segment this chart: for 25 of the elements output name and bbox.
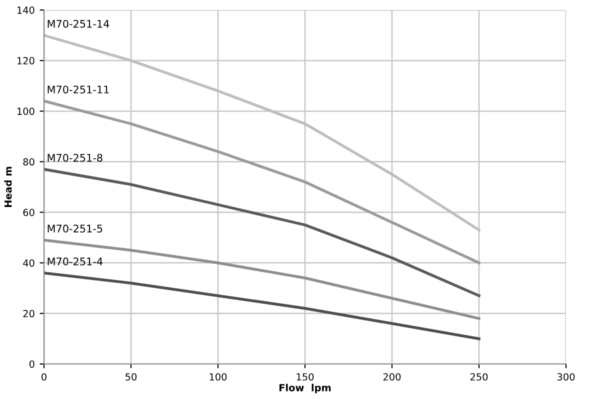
- x-tick-label: 200: [383, 373, 401, 381]
- y-tick-label: 40: [23, 259, 34, 267]
- series-label: M70-251-8: [48, 154, 102, 162]
- series-label: M70-251-5: [48, 224, 102, 233]
- y-tick-label: 120: [17, 57, 34, 64]
- x-tick-label: 50: [126, 373, 137, 381]
- y-axis-title: Head m: [4, 166, 12, 207]
- x-tick-label: 100: [210, 373, 227, 381]
- line-series: [44, 168, 480, 298]
- series-label: M70-251-11: [48, 86, 109, 94]
- y-tick-label: 100: [17, 108, 34, 115]
- series-label: M70-251-4: [48, 258, 102, 266]
- line-series: [44, 272, 480, 340]
- line-series: [44, 100, 480, 264]
- y-tick-label: 60: [23, 208, 34, 216]
- y-tick-label: 80: [23, 158, 34, 166]
- series-label: M70-251-14: [48, 20, 110, 28]
- x-axis-title: Flow lpm: [279, 384, 331, 394]
- x-tick-label: 300: [557, 373, 575, 381]
- y-tick-label: 20: [23, 310, 34, 318]
- y-tick-label: 0: [29, 360, 34, 368]
- x-tick-label: 250: [470, 373, 488, 381]
- x-tick-label: 0: [42, 373, 46, 381]
- x-tick-label: 150: [296, 373, 314, 381]
- y-tick-label: 140: [17, 6, 34, 14]
